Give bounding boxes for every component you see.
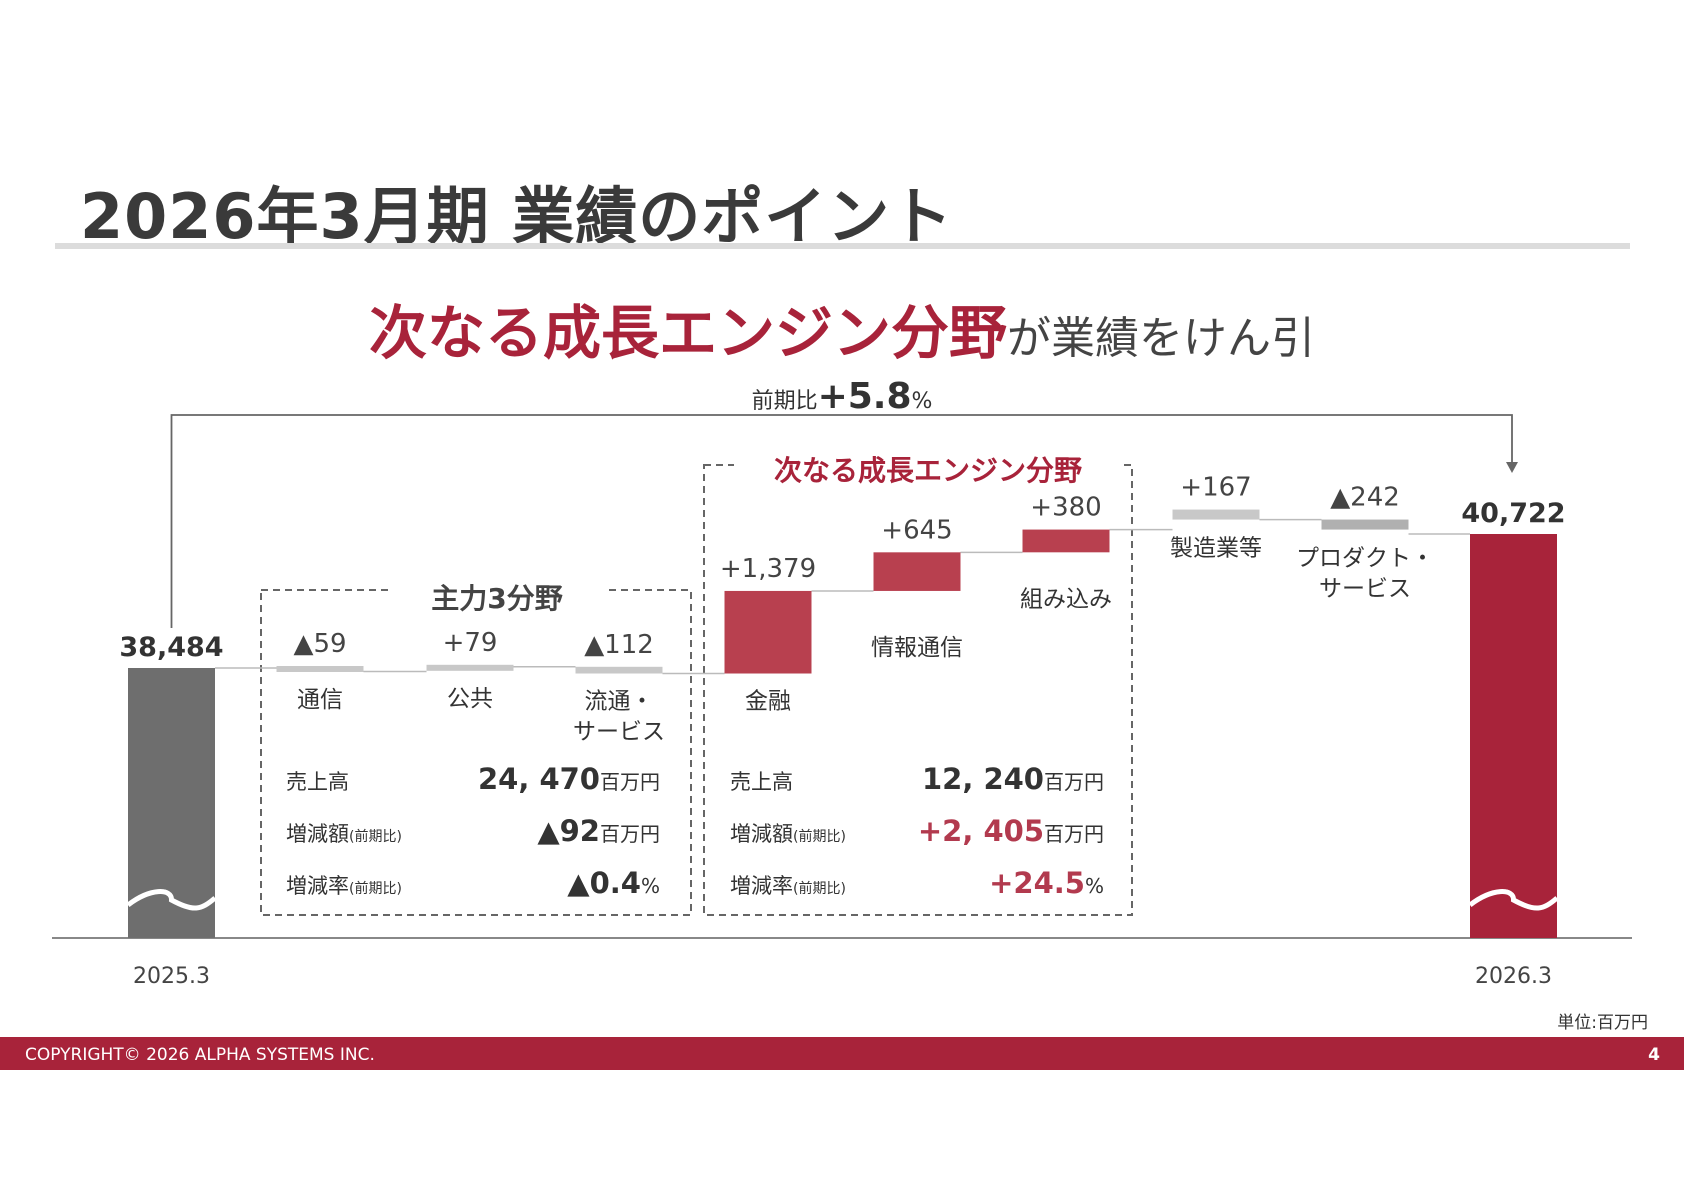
end-bar [1470, 534, 1557, 938]
main-segments-title: 主力3分野 [388, 577, 606, 617]
step-bar [873, 552, 961, 591]
step-value-label: +1,379 [720, 554, 816, 584]
stat-number: +2, 405 [917, 814, 1044, 848]
step-value-label: +380 [1030, 493, 1101, 523]
start-category-label: 2025.3 [133, 964, 210, 989]
stat-unit: 百万円 [600, 822, 660, 846]
growth-rate-label: 増減率(前期比) [730, 870, 846, 900]
step-bar [1022, 529, 1110, 553]
bracket-arrow-head [1506, 462, 1518, 473]
copyright: COPYRIGHT© 2026 ALPHA SYSTEMS INC. [25, 1045, 375, 1065]
headline-emphasis: 次なる成長エンジン分野 [368, 299, 1007, 367]
total-change-bracket [170, 414, 1513, 628]
page-title: 2026年3月期 業績のポイント [80, 180, 954, 253]
main-rate-label: 増減率(前期比) [286, 870, 402, 900]
step-category-label: 公共 [447, 686, 493, 712]
title-divider [55, 243, 1630, 249]
footer-bar [0, 1037, 1684, 1070]
step-category-label: 製造業等 [1170, 536, 1262, 562]
start-value-label: 38,484 [119, 632, 223, 663]
step-category-label: 通信 [297, 687, 343, 713]
total-change-unit: % [911, 389, 933, 414]
main-segments-box [260, 589, 692, 916]
main-sales-value: 24, 470百万円 [440, 762, 660, 796]
step-bar [1321, 519, 1409, 530]
step-category-label: プロダクト・サービス [1296, 546, 1434, 602]
growth-rate-value: +24.5% [884, 866, 1104, 900]
step-bar [426, 664, 514, 671]
step-bar [276, 666, 364, 672]
stat-label-text: 売上高 [286, 770, 349, 794]
stat-label-text: 増減額 [286, 822, 349, 846]
main-change-label: 増減額(前期比) [286, 818, 402, 848]
step-category-label: 情報通信 [871, 635, 963, 661]
step-value-label: +167 [1180, 473, 1251, 503]
stat-unit: % [1084, 874, 1104, 898]
stat-label-sub: (前期比) [793, 829, 846, 845]
step-value-label: ▲112 [584, 630, 654, 660]
step-value-label: +645 [881, 515, 952, 545]
stat-unit: 百万円 [600, 770, 660, 794]
stat-number: +24.5 [989, 866, 1085, 900]
stat-number: 12, 240 [921, 762, 1044, 796]
end-category-label: 2026.3 [1475, 964, 1552, 989]
stat-label-text: 増減額 [730, 822, 793, 846]
stat-label-sub: (前期比) [793, 881, 846, 897]
main-change-value: ▲92百万円 [440, 814, 660, 848]
step-value-label: +79 [443, 628, 498, 658]
growth-segments-title: 次なる成長エンジン分野 [734, 449, 1122, 489]
page-number: 4 [1648, 1045, 1660, 1065]
stat-label-sub: (前期比) [349, 829, 402, 845]
stat-unit: 百万円 [1044, 770, 1104, 794]
step-bar [1172, 509, 1260, 520]
stat-number: ▲92 [537, 814, 600, 848]
stat-unit: % [640, 874, 660, 898]
total-change-prefix: 前期比 [751, 389, 818, 414]
growth-change-label: 増減額(前期比) [730, 818, 846, 848]
main-sales-label: 売上高 [286, 766, 349, 796]
growth-sales-label: 売上高 [730, 766, 793, 796]
stat-unit: 百万円 [1044, 822, 1104, 846]
step-bar [575, 666, 663, 674]
stat-label-text: 売上高 [730, 770, 793, 794]
axis-break-mark [126, 889, 217, 911]
step-category-label: 組み込み [1020, 586, 1112, 612]
headline-rest: が業績をけん引 [1007, 313, 1315, 364]
growth-change-value: +2, 405百万円 [884, 814, 1104, 848]
headline: 次なる成長エンジン分野が業績をけん引 [0, 286, 1684, 370]
step-category-label: 流通・サービス [573, 689, 665, 745]
main-rate-value: ▲0.4% [440, 866, 660, 900]
step-bar [724, 590, 812, 674]
total-change-value: +5.8 [817, 376, 912, 417]
total-change-label: 前期比+5.8% [660, 376, 1024, 417]
growth-segments-box [703, 464, 1133, 916]
unit-note: 単位:百万円 [1557, 1013, 1648, 1033]
stat-number: ▲0.4 [567, 866, 641, 900]
growth-sales-value: 12, 240百万円 [884, 762, 1104, 796]
step-value-label: ▲242 [1330, 483, 1400, 513]
step-value-label: ▲59 [293, 629, 346, 659]
end-value-label: 40,722 [1461, 498, 1565, 529]
stat-number: 24, 470 [477, 762, 600, 796]
stat-label-text: 増減率 [730, 874, 793, 898]
waterfall-chart: 38,484 2025.3 ▲59 通信 +79 公共 ▲112 流通・サービス +1,379 金… [52, 414, 1632, 989]
stat-label-text: 増減率 [286, 874, 349, 898]
axis-break-mark [1468, 889, 1559, 911]
step-category-label: 金融 [745, 689, 791, 715]
stat-label-sub: (前期比) [349, 881, 402, 897]
